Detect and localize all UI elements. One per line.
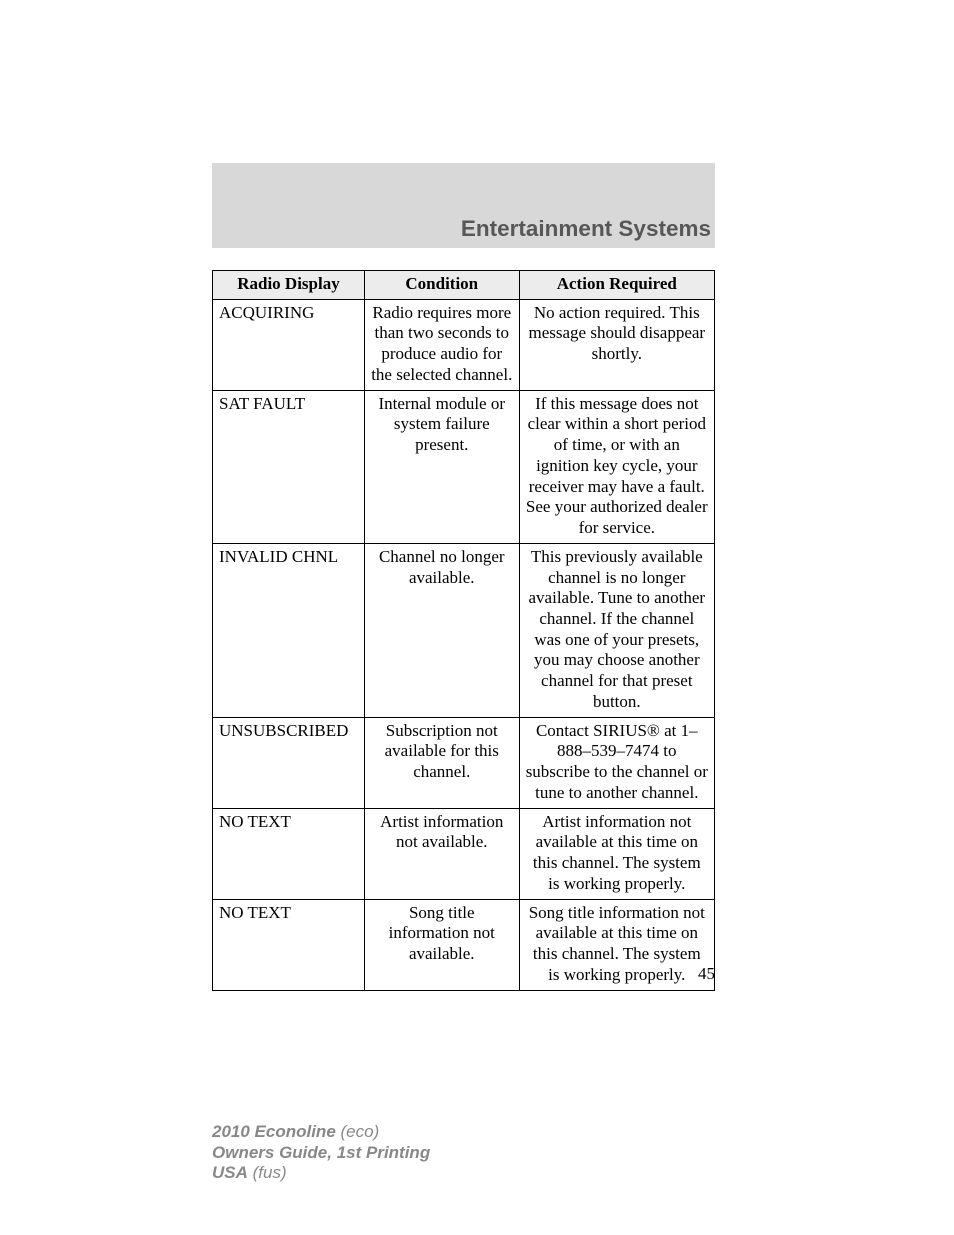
cell-display: NO TEXT [213,899,365,990]
footer-block: 2010 Econoline (eco) Owners Guide, 1st P… [212,1122,430,1184]
section-title: Entertainment Systems [461,216,715,242]
table-row: ACQUIRING Radio requires more than two s… [213,299,715,390]
cell-condition: Internal module or system failure presen… [364,390,519,543]
page-number: 45 [698,964,715,984]
col-header-condition: Condition [364,271,519,300]
table-row: NO TEXT Song title information not avail… [213,899,715,990]
cell-action: This previously available channel is no … [519,543,714,717]
footer-line-1: 2010 Econoline (eco) [212,1122,430,1143]
col-header-display: Radio Display [213,271,365,300]
table-row: UNSUBSCRIBED Subscription not available … [213,717,715,808]
footer-region: USA [212,1163,248,1182]
footer-line-2: Owners Guide, 1st Printing [212,1143,430,1164]
cell-action: Contact SIRIUS® at 1–888–539–7474 to sub… [519,717,714,808]
cell-display: ACQUIRING [213,299,365,390]
footer-line-3: USA (fus) [212,1163,430,1184]
page: Entertainment Systems Radio Display Cond… [0,0,954,1235]
cell-action: If this message does not clear within a … [519,390,714,543]
cell-condition: Artist information not available. [364,808,519,899]
cell-action: Artist information not available at this… [519,808,714,899]
troubleshooting-table: Radio Display Condition Action Required … [212,270,715,991]
cell-condition: Song title information not available. [364,899,519,990]
cell-action: Song title information not available at … [519,899,714,990]
cell-display: NO TEXT [213,808,365,899]
footer-guide: Owners Guide, 1st Printing [212,1143,430,1162]
table-header-row: Radio Display Condition Action Required [213,271,715,300]
cell-condition: Radio requires more than two seconds to … [364,299,519,390]
cell-display: UNSUBSCRIBED [213,717,365,808]
footer-model-code: (eco) [341,1122,380,1141]
footer-model: 2010 Econoline [212,1122,336,1141]
header-band: Entertainment Systems [212,163,715,248]
cell-display: INVALID CHNL [213,543,365,717]
cell-display: SAT FAULT [213,390,365,543]
cell-condition: Channel no longer available. [364,543,519,717]
table-row: SAT FAULT Internal module or system fail… [213,390,715,543]
cell-condition: Subscription not available for this chan… [364,717,519,808]
cell-action: No action required. This message should … [519,299,714,390]
table-row: NO TEXT Artist information not available… [213,808,715,899]
table-row: INVALID CHNL Channel no longer available… [213,543,715,717]
footer-region-code: (fus) [253,1163,287,1182]
col-header-action: Action Required [519,271,714,300]
